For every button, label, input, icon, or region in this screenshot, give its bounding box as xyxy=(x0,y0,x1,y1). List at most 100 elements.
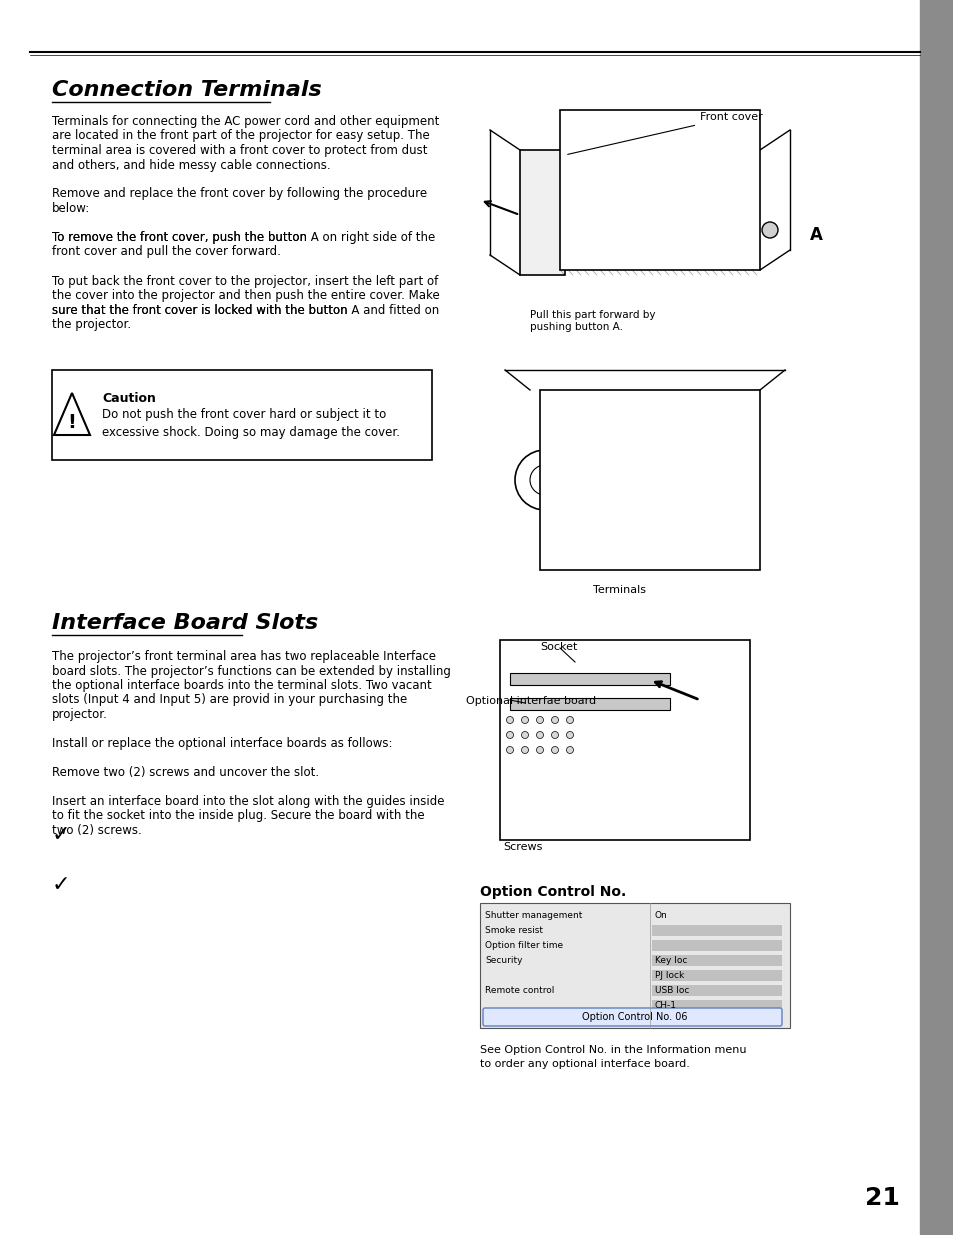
Circle shape xyxy=(566,746,573,753)
Bar xyxy=(510,673,669,685)
Bar xyxy=(651,940,781,951)
Text: Remove two (2) screws and uncover the slot.: Remove two (2) screws and uncover the sl… xyxy=(52,766,319,779)
Bar xyxy=(651,1000,781,1011)
Text: the projector.: the projector. xyxy=(52,317,131,331)
Text: Terminals for connecting the AC power cord and other equipment: Terminals for connecting the AC power co… xyxy=(52,115,439,128)
Bar xyxy=(651,925,781,936)
Bar xyxy=(651,986,781,995)
FancyBboxPatch shape xyxy=(482,1008,781,1026)
Circle shape xyxy=(571,541,578,550)
Circle shape xyxy=(551,716,558,724)
Text: sure that the front cover is locked with the button A and fitted on: sure that the front cover is locked with… xyxy=(52,304,438,316)
Circle shape xyxy=(506,716,513,724)
Text: The projector’s front terminal area has two replaceable Interface: The projector’s front terminal area has … xyxy=(52,650,436,663)
Circle shape xyxy=(571,561,578,569)
Circle shape xyxy=(506,731,513,739)
Text: Shutter management: Shutter management xyxy=(484,911,581,920)
Bar xyxy=(479,903,789,1028)
Text: Insert an interface board into the slot along with the guides inside: Insert an interface board into the slot … xyxy=(52,795,444,808)
Text: ✓: ✓ xyxy=(52,825,71,845)
Text: Remove and replace the front cover by following the procedure: Remove and replace the front cover by fo… xyxy=(52,188,427,200)
Text: !: ! xyxy=(68,414,76,432)
Text: Connection Terminals: Connection Terminals xyxy=(52,80,321,100)
Circle shape xyxy=(521,746,528,753)
Circle shape xyxy=(571,551,578,559)
Circle shape xyxy=(551,731,558,739)
Text: Socket: Socket xyxy=(539,642,577,652)
Bar xyxy=(919,0,953,1235)
Text: To put back the front cover to the projector, insert the left part of: To put back the front cover to the proje… xyxy=(52,274,437,288)
Text: Optional interfae board: Optional interfae board xyxy=(465,697,596,706)
Circle shape xyxy=(556,561,563,569)
Text: 21: 21 xyxy=(864,1186,899,1210)
Text: and others, and hide messy cable connections.: and others, and hide messy cable connect… xyxy=(52,158,331,172)
Circle shape xyxy=(600,561,608,569)
Text: the optional interface boards into the terminal slots. Two vacant: the optional interface boards into the t… xyxy=(52,679,432,692)
Text: CH-1: CH-1 xyxy=(655,1002,677,1010)
Text: the cover into the projector and then push the entire cover. Make: the cover into the projector and then pu… xyxy=(52,289,439,303)
Bar xyxy=(555,538,644,550)
Circle shape xyxy=(536,731,543,739)
Text: Option filter time: Option filter time xyxy=(484,941,562,950)
Text: to fit the socket into the inside plug. Secure the board with the: to fit the socket into the inside plug. … xyxy=(52,809,424,823)
Text: front cover and pull the cover forward.: front cover and pull the cover forward. xyxy=(52,246,280,258)
Text: terminal area is covered with a front cover to protect from dust: terminal area is covered with a front co… xyxy=(52,144,427,157)
Bar xyxy=(555,517,644,530)
Text: Install or replace the optional interface boards as follows:: Install or replace the optional interfac… xyxy=(52,737,392,750)
Bar xyxy=(559,110,760,270)
Text: To remove the front cover, push the button A on right side of the: To remove the front cover, push the butt… xyxy=(52,231,435,245)
Text: Terminals: Terminals xyxy=(593,585,646,595)
Text: Do not push the front cover hard or subject it to
excessive shock. Doing so may : Do not push the front cover hard or subj… xyxy=(102,408,399,438)
Circle shape xyxy=(556,551,563,559)
Bar xyxy=(651,969,781,981)
Text: sure that the front cover is locked with the button A and fitted on: sure that the front cover is locked with… xyxy=(52,304,438,316)
Text: See Option Control No. in the Information menu
to order any optional interface b: See Option Control No. in the Informatio… xyxy=(479,1045,745,1070)
Circle shape xyxy=(556,541,563,550)
Bar xyxy=(555,498,644,510)
Text: Smoke resist: Smoke resist xyxy=(484,926,542,935)
Text: To remove the front cover, push the button: To remove the front cover, push the butt… xyxy=(52,231,307,245)
Bar xyxy=(499,640,749,840)
Circle shape xyxy=(536,746,543,753)
Bar xyxy=(510,698,669,710)
Circle shape xyxy=(566,731,573,739)
Text: A: A xyxy=(809,226,822,245)
Bar xyxy=(52,370,432,459)
Circle shape xyxy=(600,551,608,559)
Text: slots (Input 4 and Input 5) are provid in your purchasing the: slots (Input 4 and Input 5) are provid i… xyxy=(52,694,407,706)
Text: below:: below: xyxy=(52,203,91,215)
Text: Security: Security xyxy=(484,956,522,965)
Text: On: On xyxy=(655,911,667,920)
Text: ✓: ✓ xyxy=(52,876,71,895)
Text: Screws: Screws xyxy=(502,842,542,852)
Circle shape xyxy=(506,746,513,753)
Bar xyxy=(539,390,760,571)
Text: Interface Board Slots: Interface Board Slots xyxy=(52,613,318,634)
Circle shape xyxy=(600,541,608,550)
Circle shape xyxy=(585,561,594,569)
Text: board slots. The projector’s functions can be extended by installing: board slots. The projector’s functions c… xyxy=(52,664,451,678)
Text: USB loc: USB loc xyxy=(655,986,689,995)
Text: Option Control No. 06: Option Control No. 06 xyxy=(581,1011,687,1023)
Text: Pull this part forward by
pushing button A.: Pull this part forward by pushing button… xyxy=(530,310,655,332)
Text: PJ lock: PJ lock xyxy=(655,971,683,981)
Text: Remote control: Remote control xyxy=(484,986,554,995)
Circle shape xyxy=(761,222,778,238)
Text: sure that the front cover is locked with the button: sure that the front cover is locked with… xyxy=(52,304,347,316)
Text: Option Control No.: Option Control No. xyxy=(479,885,625,899)
Circle shape xyxy=(566,716,573,724)
Text: projector.: projector. xyxy=(52,708,108,721)
Text: Front cover: Front cover xyxy=(567,112,762,154)
Circle shape xyxy=(585,541,594,550)
Circle shape xyxy=(521,731,528,739)
Text: are located in the front part of the projector for easy setup. The: are located in the front part of the pro… xyxy=(52,130,429,142)
Circle shape xyxy=(521,716,528,724)
Circle shape xyxy=(551,746,558,753)
Polygon shape xyxy=(519,149,564,275)
Text: two (2) screws.: two (2) screws. xyxy=(52,824,142,837)
Text: To remove the front cover, push the button A on right side of the: To remove the front cover, push the butt… xyxy=(52,231,435,245)
Text: Caution: Caution xyxy=(102,391,155,405)
Text: Key loc: Key loc xyxy=(655,956,687,965)
Circle shape xyxy=(536,716,543,724)
Circle shape xyxy=(585,551,594,559)
